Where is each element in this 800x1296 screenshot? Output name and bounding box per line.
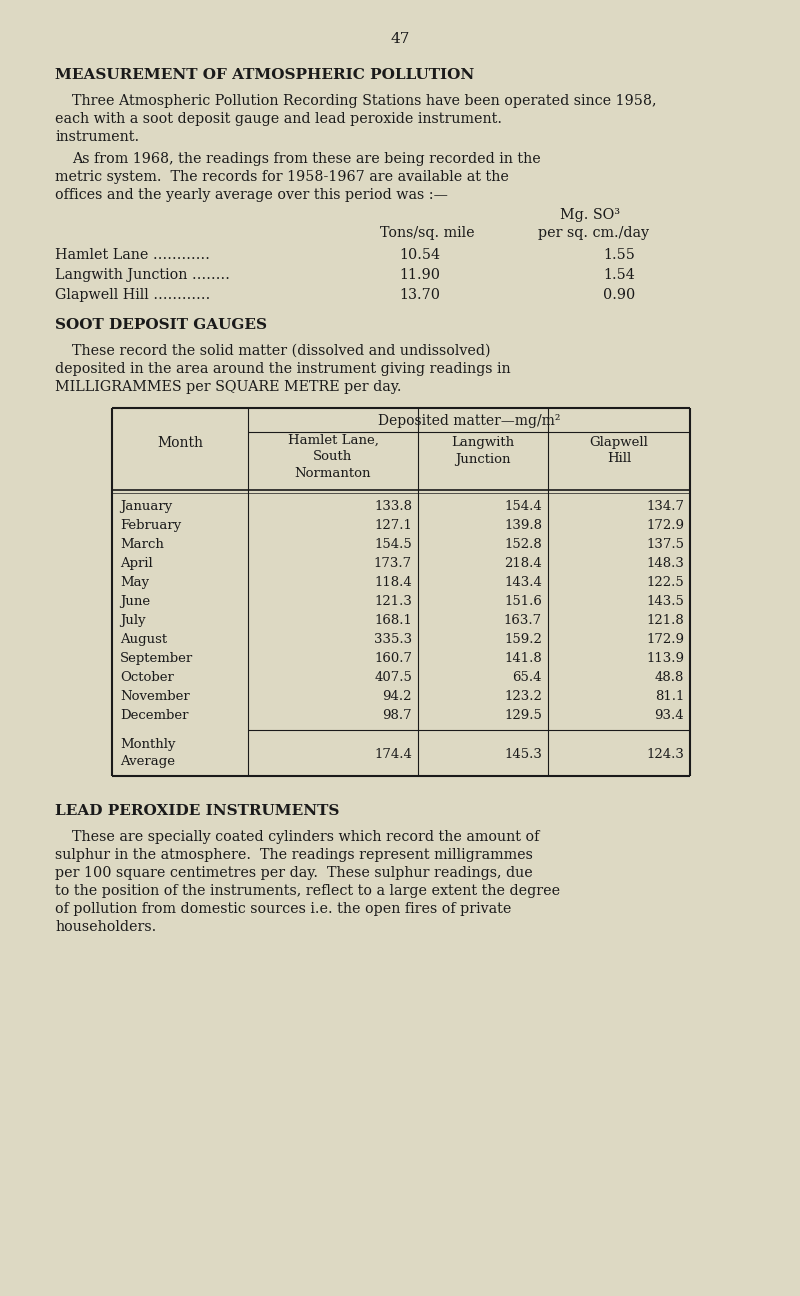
Text: 94.2: 94.2 — [382, 689, 412, 702]
Text: October: October — [120, 671, 174, 684]
Text: of pollution from domestic sources i.e. the open fires of private: of pollution from domestic sources i.e. … — [55, 902, 511, 916]
Text: 93.4: 93.4 — [654, 709, 684, 722]
Text: 168.1: 168.1 — [374, 614, 412, 627]
Text: 141.8: 141.8 — [504, 652, 542, 665]
Text: 154.4: 154.4 — [504, 500, 542, 513]
Text: 118.4: 118.4 — [374, 575, 412, 588]
Text: 0.90: 0.90 — [602, 288, 635, 302]
Text: 124.3: 124.3 — [646, 748, 684, 761]
Text: 65.4: 65.4 — [513, 671, 542, 684]
Text: These record the solid matter (dissolved and undissolved): These record the solid matter (dissolved… — [72, 343, 490, 358]
Text: These are specially coated cylinders which record the amount of: These are specially coated cylinders whi… — [72, 829, 539, 844]
Text: 129.5: 129.5 — [504, 709, 542, 722]
Text: to the position of the instruments, reflect to a large extent the degree: to the position of the instruments, refl… — [55, 884, 560, 898]
Text: instrument.: instrument. — [55, 130, 139, 144]
Text: 139.8: 139.8 — [504, 518, 542, 531]
Text: September: September — [120, 652, 194, 665]
Text: metric system.  The records for 1958-1967 are available at the: metric system. The records for 1958-1967… — [55, 170, 509, 184]
Text: April: April — [120, 557, 153, 570]
Text: 81.1: 81.1 — [654, 689, 684, 702]
Text: 218.4: 218.4 — [504, 557, 542, 570]
Text: 148.3: 148.3 — [646, 557, 684, 570]
Text: LEAD PEROXIDE INSTRUMENTS: LEAD PEROXIDE INSTRUMENTS — [55, 804, 339, 818]
Text: March: March — [120, 538, 164, 551]
Text: 1.55: 1.55 — [603, 248, 635, 262]
Text: Deposited matter—mg/m²: Deposited matter—mg/m² — [378, 413, 560, 428]
Text: 122.5: 122.5 — [646, 575, 684, 588]
Text: 134.7: 134.7 — [646, 500, 684, 513]
Text: 1.54: 1.54 — [603, 268, 635, 283]
Text: householders.: householders. — [55, 920, 156, 934]
Text: 48.8: 48.8 — [654, 671, 684, 684]
Text: 121.3: 121.3 — [374, 595, 412, 608]
Text: December: December — [120, 709, 189, 722]
Text: July: July — [120, 614, 146, 627]
Text: Hamlet Lane,
South
Normanton: Hamlet Lane, South Normanton — [287, 434, 378, 480]
Text: MEASUREMENT OF ATMOSPHERIC POLLUTION: MEASUREMENT OF ATMOSPHERIC POLLUTION — [55, 67, 474, 82]
Text: 151.6: 151.6 — [504, 595, 542, 608]
Text: 172.9: 172.9 — [646, 632, 684, 645]
Text: 137.5: 137.5 — [646, 538, 684, 551]
Text: 11.90: 11.90 — [399, 268, 440, 283]
Text: deposited in the area around the instrument giving readings in: deposited in the area around the instrum… — [55, 362, 510, 376]
Text: 172.9: 172.9 — [646, 518, 684, 531]
Text: 173.7: 173.7 — [374, 557, 412, 570]
Text: 174.4: 174.4 — [374, 748, 412, 761]
Text: 133.8: 133.8 — [374, 500, 412, 513]
Text: Hamlet Lane ….….….: Hamlet Lane ….….…. — [55, 248, 210, 262]
Text: Tons/sq. mile: Tons/sq. mile — [380, 226, 474, 240]
Text: November: November — [120, 689, 190, 702]
Text: Month: Month — [157, 435, 203, 450]
Text: 335.3: 335.3 — [374, 632, 412, 645]
Text: per sq. cm./day: per sq. cm./day — [538, 226, 649, 240]
Text: SOOT DEPOSIT GAUGES: SOOT DEPOSIT GAUGES — [55, 318, 267, 332]
Text: 152.8: 152.8 — [504, 538, 542, 551]
Text: 145.3: 145.3 — [504, 748, 542, 761]
Text: August: August — [120, 632, 167, 645]
Text: June: June — [120, 595, 150, 608]
Text: each with a soot deposit gauge and lead peroxide instrument.: each with a soot deposit gauge and lead … — [55, 111, 502, 126]
Text: 143.5: 143.5 — [646, 595, 684, 608]
Text: sulphur in the atmosphere.  The readings represent milligrammes: sulphur in the atmosphere. The readings … — [55, 848, 533, 862]
Text: 47: 47 — [390, 32, 410, 45]
Text: January: January — [120, 500, 172, 513]
Text: 98.7: 98.7 — [382, 709, 412, 722]
Text: 10.54: 10.54 — [399, 248, 440, 262]
Text: MILLIGRAMMES per SQUARE METRE per day.: MILLIGRAMMES per SQUARE METRE per day. — [55, 380, 402, 394]
Text: offices and the yearly average over this period was :—: offices and the yearly average over this… — [55, 188, 448, 202]
Text: 113.9: 113.9 — [646, 652, 684, 665]
Text: February: February — [120, 518, 182, 531]
Text: As from 1968, the readings from these are being recorded in the: As from 1968, the readings from these ar… — [72, 152, 541, 166]
Text: 127.1: 127.1 — [374, 518, 412, 531]
Text: per 100 square centimetres per day.  These sulphur readings, due: per 100 square centimetres per day. Thes… — [55, 866, 533, 880]
Text: 13.70: 13.70 — [399, 288, 440, 302]
Text: 154.5: 154.5 — [374, 538, 412, 551]
Text: Langwith
Junction: Langwith Junction — [451, 435, 514, 465]
Text: May: May — [120, 575, 149, 588]
Text: Glapwell Hill ….….….: Glapwell Hill ….….…. — [55, 288, 210, 302]
Text: 123.2: 123.2 — [504, 689, 542, 702]
Text: 407.5: 407.5 — [374, 671, 412, 684]
Text: 143.4: 143.4 — [504, 575, 542, 588]
Text: 121.8: 121.8 — [646, 614, 684, 627]
Text: Glapwell
Hill: Glapwell Hill — [590, 435, 649, 465]
Text: 159.2: 159.2 — [504, 632, 542, 645]
Text: 160.7: 160.7 — [374, 652, 412, 665]
Text: Monthly
Average: Monthly Average — [120, 737, 175, 767]
Text: 163.7: 163.7 — [504, 614, 542, 627]
Text: Langwith Junction ….….: Langwith Junction ….…. — [55, 268, 230, 283]
Text: Mg. SO³: Mg. SO³ — [560, 207, 620, 222]
Text: Three Atmospheric Pollution Recording Stations have been operated since 1958,: Three Atmospheric Pollution Recording St… — [72, 95, 657, 108]
